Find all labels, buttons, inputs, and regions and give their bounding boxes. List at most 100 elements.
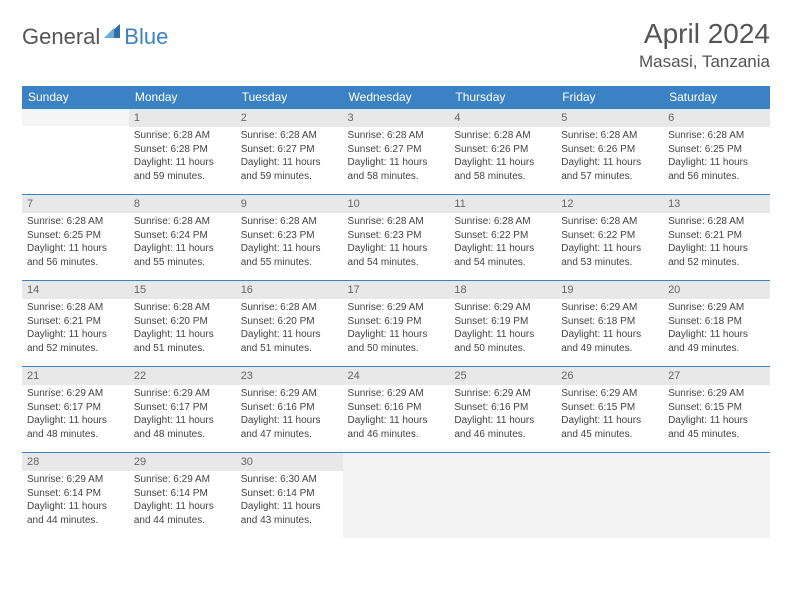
page-header: General Blue April 2024 Masasi, Tanzania xyxy=(22,18,770,72)
weekday-header: Tuesday xyxy=(236,86,343,108)
calendar-cell: 17Sunrise: 6:29 AMSunset: 6:19 PMDayligh… xyxy=(343,280,450,366)
day-number: 26 xyxy=(556,366,663,385)
calendar-cell: 29Sunrise: 6:29 AMSunset: 6:14 PMDayligh… xyxy=(129,452,236,538)
day-body: Sunrise: 6:29 AMSunset: 6:19 PMDaylight:… xyxy=(449,299,556,359)
calendar-cell: 16Sunrise: 6:28 AMSunset: 6:20 PMDayligh… xyxy=(236,280,343,366)
day-number: 30 xyxy=(236,452,343,471)
brand-logo: General Blue xyxy=(22,18,168,50)
day-number: 7 xyxy=(22,194,129,213)
day-number: 4 xyxy=(449,108,556,127)
day-number: 6 xyxy=(663,108,770,127)
calendar-cell: 18Sunrise: 6:29 AMSunset: 6:19 PMDayligh… xyxy=(449,280,556,366)
day-body: Sunrise: 6:28 AMSunset: 6:25 PMDaylight:… xyxy=(663,127,770,187)
day-number: 1 xyxy=(129,108,236,127)
day-number: 5 xyxy=(556,108,663,127)
day-body: Sunrise: 6:29 AMSunset: 6:16 PMDaylight:… xyxy=(236,385,343,445)
calendar-cell: 26Sunrise: 6:29 AMSunset: 6:15 PMDayligh… xyxy=(556,366,663,452)
day-number: 27 xyxy=(663,366,770,385)
day-body: Sunrise: 6:28 AMSunset: 6:27 PMDaylight:… xyxy=(236,127,343,187)
calendar-cell: 2Sunrise: 6:28 AMSunset: 6:27 PMDaylight… xyxy=(236,108,343,194)
day-body: Sunrise: 6:28 AMSunset: 6:20 PMDaylight:… xyxy=(129,299,236,359)
calendar-cell: 15Sunrise: 6:28 AMSunset: 6:20 PMDayligh… xyxy=(129,280,236,366)
day-number: 21 xyxy=(22,366,129,385)
day-number: 10 xyxy=(343,194,450,213)
title-block: April 2024 Masasi, Tanzania xyxy=(639,18,770,72)
calendar-cell: 8Sunrise: 6:28 AMSunset: 6:24 PMDaylight… xyxy=(129,194,236,280)
day-body: Sunrise: 6:29 AMSunset: 6:16 PMDaylight:… xyxy=(449,385,556,445)
calendar-cell: 25Sunrise: 6:29 AMSunset: 6:16 PMDayligh… xyxy=(449,366,556,452)
calendar-cell xyxy=(22,108,129,194)
day-number: 13 xyxy=(663,194,770,213)
calendar-cell: 28Sunrise: 6:29 AMSunset: 6:14 PMDayligh… xyxy=(22,452,129,538)
day-number: 9 xyxy=(236,194,343,213)
day-number: 25 xyxy=(449,366,556,385)
calendar-cell: 21Sunrise: 6:29 AMSunset: 6:17 PMDayligh… xyxy=(22,366,129,452)
day-number: 20 xyxy=(663,280,770,299)
day-body: Sunrise: 6:28 AMSunset: 6:23 PMDaylight:… xyxy=(236,213,343,273)
day-number: 24 xyxy=(343,366,450,385)
day-number: 2 xyxy=(236,108,343,127)
calendar-cell: 12Sunrise: 6:28 AMSunset: 6:22 PMDayligh… xyxy=(556,194,663,280)
day-body: Sunrise: 6:28 AMSunset: 6:23 PMDaylight:… xyxy=(343,213,450,273)
calendar-week: 21Sunrise: 6:29 AMSunset: 6:17 PMDayligh… xyxy=(22,366,770,452)
weekday-header: Sunday xyxy=(22,86,129,108)
day-number: 19 xyxy=(556,280,663,299)
day-number: 3 xyxy=(343,108,450,127)
calendar-cell xyxy=(556,452,663,538)
day-body: Sunrise: 6:29 AMSunset: 6:19 PMDaylight:… xyxy=(343,299,450,359)
day-body: Sunrise: 6:28 AMSunset: 6:22 PMDaylight:… xyxy=(556,213,663,273)
day-body: Sunrise: 6:28 AMSunset: 6:20 PMDaylight:… xyxy=(236,299,343,359)
calendar-cell: 22Sunrise: 6:29 AMSunset: 6:17 PMDayligh… xyxy=(129,366,236,452)
calendar-cell: 7Sunrise: 6:28 AMSunset: 6:25 PMDaylight… xyxy=(22,194,129,280)
day-body: Sunrise: 6:28 AMSunset: 6:28 PMDaylight:… xyxy=(129,127,236,187)
day-number: 18 xyxy=(449,280,556,299)
calendar-cell: 27Sunrise: 6:29 AMSunset: 6:15 PMDayligh… xyxy=(663,366,770,452)
day-body: Sunrise: 6:29 AMSunset: 6:18 PMDaylight:… xyxy=(556,299,663,359)
day-body: Sunrise: 6:28 AMSunset: 6:25 PMDaylight:… xyxy=(22,213,129,273)
calendar-cell: 10Sunrise: 6:28 AMSunset: 6:23 PMDayligh… xyxy=(343,194,450,280)
calendar-cell: 9Sunrise: 6:28 AMSunset: 6:23 PMDaylight… xyxy=(236,194,343,280)
day-body: Sunrise: 6:28 AMSunset: 6:26 PMDaylight:… xyxy=(556,127,663,187)
calendar-cell: 5Sunrise: 6:28 AMSunset: 6:26 PMDaylight… xyxy=(556,108,663,194)
brand-part1: General xyxy=(22,24,100,50)
calendar-cell: 4Sunrise: 6:28 AMSunset: 6:26 PMDaylight… xyxy=(449,108,556,194)
calendar-cell: 30Sunrise: 6:30 AMSunset: 6:14 PMDayligh… xyxy=(236,452,343,538)
calendar-table: SundayMondayTuesdayWednesdayThursdayFrid… xyxy=(22,86,770,538)
calendar-cell: 19Sunrise: 6:29 AMSunset: 6:18 PMDayligh… xyxy=(556,280,663,366)
brand-part2: Blue xyxy=(124,24,168,50)
day-body: Sunrise: 6:29 AMSunset: 6:15 PMDaylight:… xyxy=(556,385,663,445)
day-body: Sunrise: 6:29 AMSunset: 6:14 PMDaylight:… xyxy=(22,471,129,531)
calendar-head: SundayMondayTuesdayWednesdayThursdayFrid… xyxy=(22,86,770,108)
day-number: 29 xyxy=(129,452,236,471)
day-number: 23 xyxy=(236,366,343,385)
weekday-header: Friday xyxy=(556,86,663,108)
day-number: 14 xyxy=(22,280,129,299)
day-number: 22 xyxy=(129,366,236,385)
calendar-cell: 3Sunrise: 6:28 AMSunset: 6:27 PMDaylight… xyxy=(343,108,450,194)
calendar-cell: 14Sunrise: 6:28 AMSunset: 6:21 PMDayligh… xyxy=(22,280,129,366)
calendar-week: 14Sunrise: 6:28 AMSunset: 6:21 PMDayligh… xyxy=(22,280,770,366)
calendar-week: 1Sunrise: 6:28 AMSunset: 6:28 PMDaylight… xyxy=(22,108,770,194)
day-body: Sunrise: 6:29 AMSunset: 6:17 PMDaylight:… xyxy=(129,385,236,445)
calendar-week: 28Sunrise: 6:29 AMSunset: 6:14 PMDayligh… xyxy=(22,452,770,538)
month-title: April 2024 xyxy=(639,18,770,50)
calendar-cell: 23Sunrise: 6:29 AMSunset: 6:16 PMDayligh… xyxy=(236,366,343,452)
day-body: Sunrise: 6:29 AMSunset: 6:16 PMDaylight:… xyxy=(343,385,450,445)
location-text: Masasi, Tanzania xyxy=(639,52,770,72)
day-body: Sunrise: 6:29 AMSunset: 6:17 PMDaylight:… xyxy=(22,385,129,445)
day-number: 8 xyxy=(129,194,236,213)
day-body: Sunrise: 6:28 AMSunset: 6:21 PMDaylight:… xyxy=(22,299,129,359)
weekday-header: Wednesday xyxy=(343,86,450,108)
calendar-cell: 13Sunrise: 6:28 AMSunset: 6:21 PMDayligh… xyxy=(663,194,770,280)
weekday-header: Monday xyxy=(129,86,236,108)
day-body: Sunrise: 6:28 AMSunset: 6:22 PMDaylight:… xyxy=(449,213,556,273)
calendar-cell: 24Sunrise: 6:29 AMSunset: 6:16 PMDayligh… xyxy=(343,366,450,452)
day-number: 11 xyxy=(449,194,556,213)
day-body: Sunrise: 6:28 AMSunset: 6:26 PMDaylight:… xyxy=(449,127,556,187)
calendar-body: 1Sunrise: 6:28 AMSunset: 6:28 PMDaylight… xyxy=(22,108,770,538)
calendar-cell xyxy=(343,452,450,538)
calendar-cell: 11Sunrise: 6:28 AMSunset: 6:22 PMDayligh… xyxy=(449,194,556,280)
day-body: Sunrise: 6:30 AMSunset: 6:14 PMDaylight:… xyxy=(236,471,343,531)
day-body: Sunrise: 6:29 AMSunset: 6:15 PMDaylight:… xyxy=(663,385,770,445)
calendar-cell xyxy=(663,452,770,538)
